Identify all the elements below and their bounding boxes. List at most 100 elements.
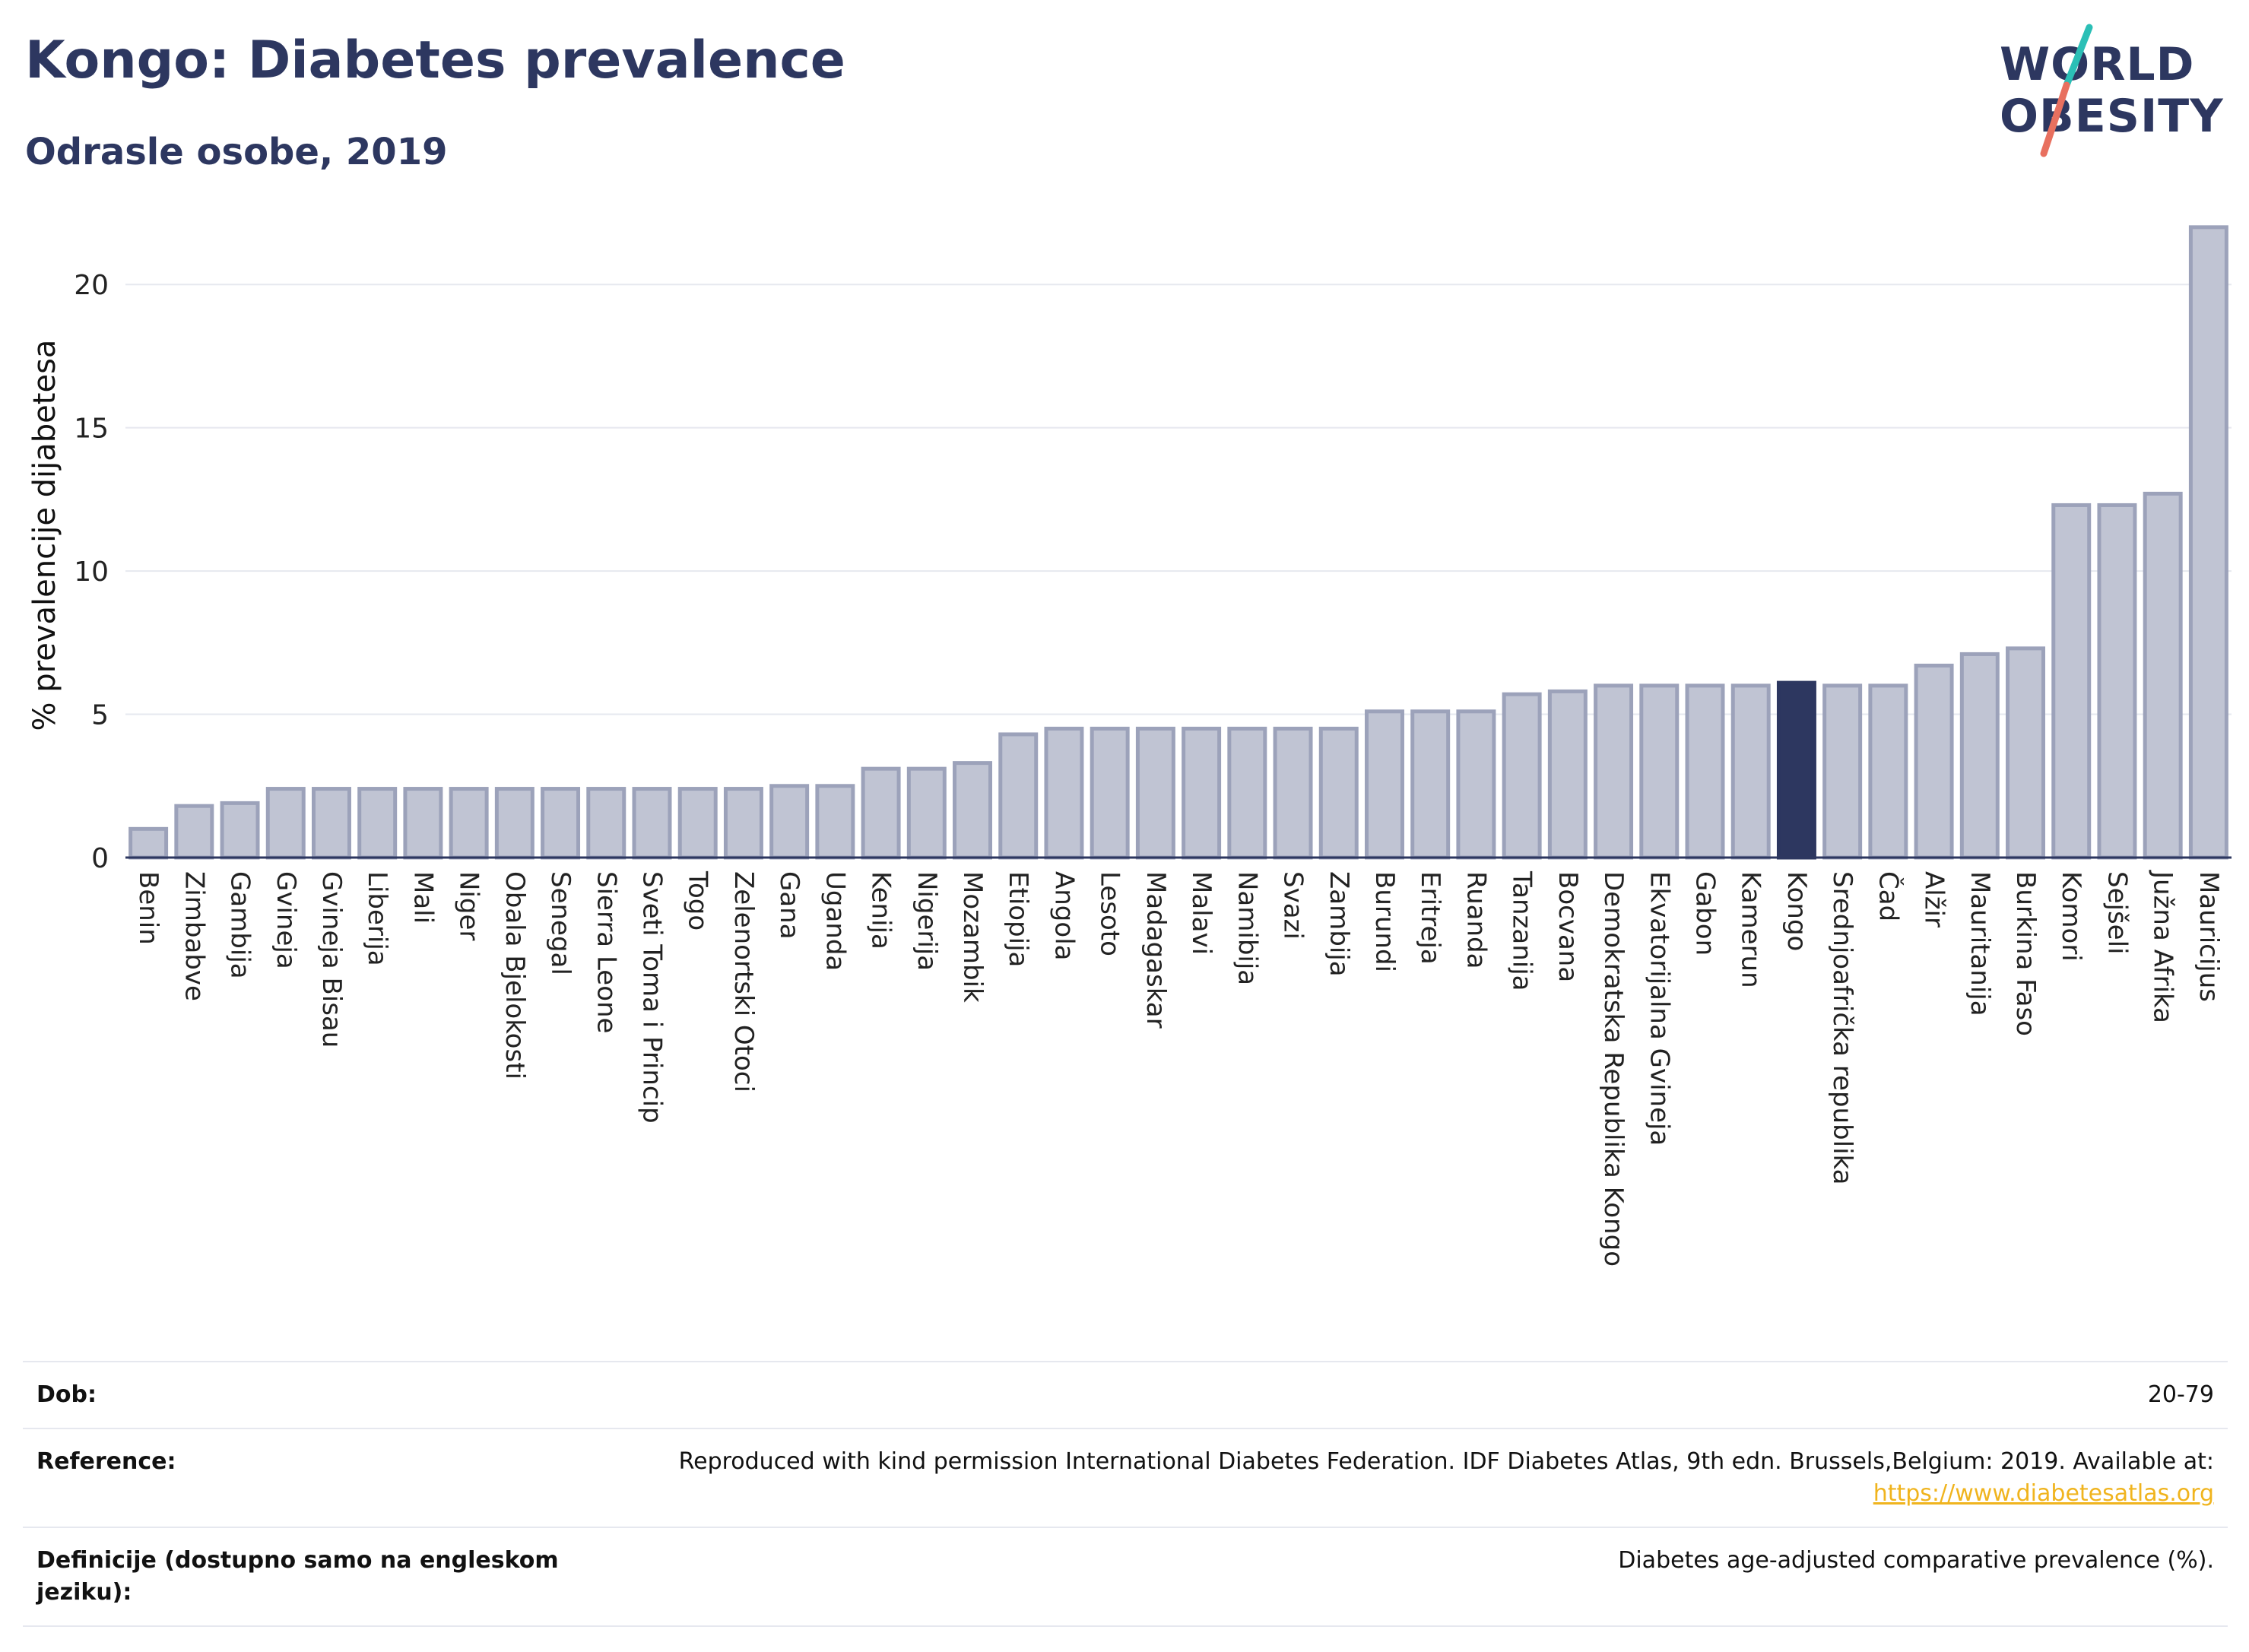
bar-alžir[interactable] bbox=[1914, 663, 1954, 860]
x-tick-label: Čad bbox=[1873, 871, 1904, 921]
bar-sejšeli[interactable] bbox=[2097, 503, 2137, 860]
bar-gabon[interactable] bbox=[1685, 683, 1725, 860]
bar-chart: 0 5 10 15 20 Benin Zimbabve Gambija Gvineja Gvin… bbox=[27, 225, 2232, 1267]
chart-title: Kongo: Diabetes prevalence bbox=[25, 30, 845, 90]
bar-mali[interactable] bbox=[403, 787, 443, 860]
x-tick-label: Južna Afrika bbox=[2148, 870, 2178, 1023]
bar-burkina-faso[interactable] bbox=[2006, 646, 2046, 860]
reference-text: Reproduced with kind permission Internat… bbox=[678, 1448, 2214, 1475]
x-tick-label: Madagaskar bbox=[1140, 871, 1171, 1029]
bar-čad[interactable] bbox=[1868, 683, 1908, 860]
x-tick-label: Gabon bbox=[1690, 871, 1721, 956]
x-tick-label: Gambija bbox=[225, 871, 255, 979]
bar-angola[interactable] bbox=[1044, 726, 1084, 860]
bar-liberija[interactable] bbox=[357, 787, 398, 860]
bar-senegal[interactable] bbox=[541, 787, 581, 860]
y-tick-label: 10 bbox=[74, 556, 109, 588]
x-tick-label: Komori bbox=[2056, 871, 2086, 962]
bar-ruanda[interactable] bbox=[1456, 709, 1496, 860]
x-tick-label: Zelenortski Otoci bbox=[728, 871, 759, 1092]
bar-eritreja[interactable] bbox=[1410, 709, 1451, 860]
x-tick-label: Etiopija bbox=[1003, 871, 1033, 967]
bar-madagaskar[interactable] bbox=[1135, 726, 1175, 860]
x-tick-label: Bocvana bbox=[1553, 871, 1583, 982]
bar-kongo[interactable] bbox=[1776, 680, 1816, 860]
bar-sierra-leone[interactable] bbox=[586, 787, 626, 860]
bar-mauritanija[interactable] bbox=[1959, 652, 2000, 860]
meta-row-reference: Reference: Reproduced with kind permissi… bbox=[23, 1428, 2228, 1527]
x-tick-label: Senegal bbox=[545, 871, 576, 975]
axes: 0 5 10 15 20 bbox=[74, 270, 2232, 874]
bar-lesoto[interactable] bbox=[1090, 726, 1130, 860]
x-tick-label: Benin bbox=[133, 871, 163, 945]
x-tick-label: Alžir bbox=[1919, 871, 1949, 927]
bar-uganda[interactable] bbox=[815, 784, 855, 860]
meta-value-age: 20-79 bbox=[2147, 1381, 2214, 1408]
bar-gvineja-bisau[interactable] bbox=[311, 787, 351, 860]
x-tick-label: Tanzanija bbox=[1507, 870, 1537, 991]
x-tick-label: Ekvatorijalna Gvineja bbox=[1644, 871, 1674, 1146]
x-tick-label: Sveti Toma i Princip bbox=[637, 871, 668, 1124]
bar-burundi[interactable] bbox=[1364, 709, 1404, 860]
meta-row-definition: Definicije (dostupno samo na engleskom j… bbox=[23, 1527, 2228, 1627]
y-tick-label: 20 bbox=[74, 270, 109, 301]
y-axis-label: % prevalencije dijabetesa bbox=[27, 340, 62, 731]
x-tick-label: Srednjoafrička republika bbox=[1827, 871, 1857, 1184]
x-tick-label: Nigerija bbox=[912, 871, 942, 971]
bar-srednjoafrička-republika[interactable] bbox=[1822, 683, 1863, 860]
logo-line-2: OBESITY bbox=[2000, 90, 2224, 143]
bar-etiopija[interactable] bbox=[998, 732, 1039, 860]
grid-lines bbox=[125, 284, 2232, 715]
bar-ekvatorijalna-gvineja[interactable] bbox=[1639, 683, 1680, 860]
x-tick-label: Kongo bbox=[1781, 871, 1812, 951]
bar-mauricijus[interactable] bbox=[2188, 225, 2228, 860]
bar-zambija[interactable] bbox=[1318, 726, 1359, 860]
x-tick-label: Gana bbox=[774, 871, 804, 940]
y-tick-label: 0 bbox=[91, 843, 109, 874]
bar-demokratska-republika-kongo[interactable] bbox=[1594, 683, 1634, 860]
x-tick-label: Ruanda bbox=[1461, 871, 1491, 969]
bar-benin[interactable] bbox=[128, 826, 169, 860]
reference-link[interactable]: https://www.diabetesatlas.org bbox=[1873, 1480, 2214, 1507]
x-tick-label: Zambija bbox=[1324, 871, 1354, 977]
x-tick-label: Lesoto bbox=[1095, 871, 1125, 956]
y-tick-label: 5 bbox=[91, 700, 109, 731]
meta-label-definition: Definicije (dostupno samo na engleskom j… bbox=[36, 1547, 559, 1606]
bars bbox=[128, 225, 2228, 860]
x-tick-label: Kamerun bbox=[1736, 871, 1766, 988]
bar-tanzanija[interactable] bbox=[1502, 692, 1542, 860]
x-tick-label: Mauritanija bbox=[1965, 871, 1995, 1016]
bar-zelenortski-otoci[interactable] bbox=[723, 787, 763, 860]
category-labels: Benin Zimbabve Gambija Gvineja Gvineja Bisau… bbox=[133, 870, 2224, 1267]
bar-nigerija[interactable] bbox=[906, 766, 947, 860]
bar-togo[interactable] bbox=[677, 787, 718, 860]
bar-bocvana[interactable] bbox=[1547, 689, 1588, 860]
x-tick-label: Mozambik bbox=[957, 871, 988, 1003]
y-tick-label: 15 bbox=[74, 414, 109, 445]
chart-subtitle: Odrasle osobe, 2019 bbox=[25, 131, 448, 173]
bar-mozambik[interactable] bbox=[953, 761, 993, 860]
bar-kamerun[interactable] bbox=[1730, 683, 1771, 860]
bar-namibija[interactable] bbox=[1227, 726, 1267, 860]
logo-slash-icon bbox=[2040, 24, 2093, 157]
bar-gambija[interactable] bbox=[220, 801, 260, 860]
bar-malavi[interactable] bbox=[1182, 726, 1222, 860]
x-tick-label: Sierra Leone bbox=[591, 871, 621, 1033]
x-tick-label: Gvineja bbox=[271, 871, 301, 969]
bar-niger[interactable] bbox=[449, 787, 489, 860]
bar-sveti-toma-i-princip[interactable] bbox=[632, 787, 672, 860]
bar-gvineja[interactable] bbox=[265, 787, 306, 860]
x-tick-label: Togo bbox=[683, 870, 713, 931]
x-tick-label: Uganda bbox=[820, 871, 850, 971]
x-tick-label: Zimbabve bbox=[179, 871, 209, 1001]
bar-svazi[interactable] bbox=[1273, 726, 1313, 860]
bar-zimbabve[interactable] bbox=[174, 804, 214, 860]
bar-obala-bjelokosti[interactable] bbox=[494, 787, 534, 860]
bar-komori[interactable] bbox=[2051, 503, 2092, 860]
x-tick-label: Burkina Faso bbox=[2010, 871, 2041, 1036]
meta-value-reference: Reproduced with kind permission Internat… bbox=[679, 1446, 2214, 1510]
bar-gana[interactable] bbox=[769, 784, 810, 860]
bar-južna-afrika[interactable] bbox=[2143, 491, 2183, 860]
x-tick-label: Eritreja bbox=[1415, 871, 1445, 965]
bar-kenija[interactable] bbox=[861, 766, 901, 860]
